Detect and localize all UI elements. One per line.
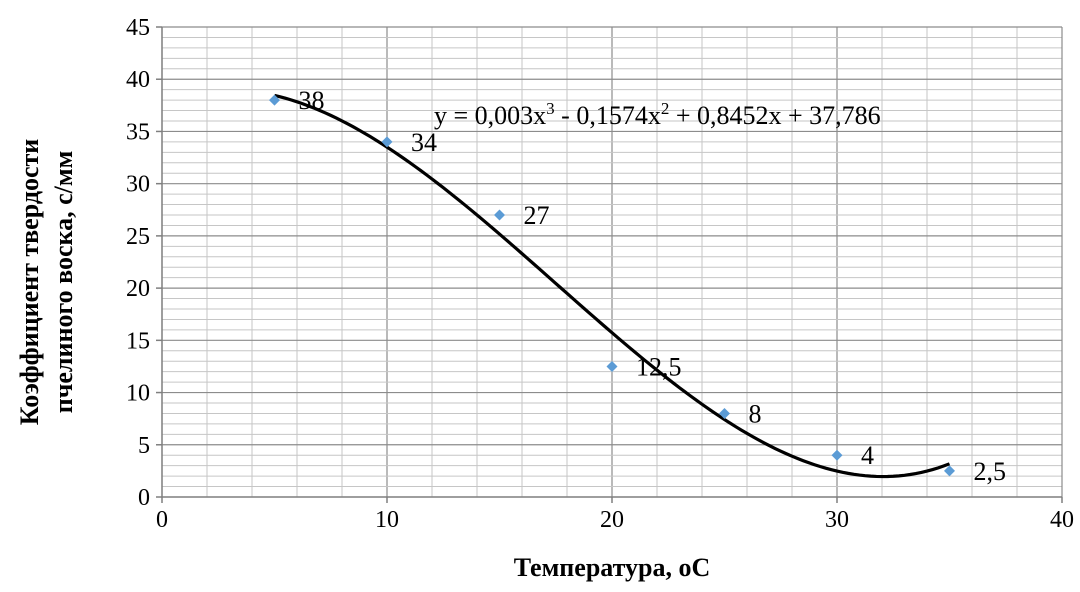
y-tick-label: 10 bbox=[126, 381, 150, 407]
data-point bbox=[606, 360, 618, 372]
grid bbox=[162, 26, 1063, 497]
x-axis-title: Температура, oC bbox=[514, 553, 711, 582]
tick-labels: 0 10 20 30 40 0 5 10 15 20 25 30 35 40 45 bbox=[126, 15, 1074, 533]
axes bbox=[156, 26, 1063, 503]
x-tick-label: 10 bbox=[375, 507, 399, 533]
data-point bbox=[944, 465, 955, 477]
data-point bbox=[831, 449, 843, 461]
x-tick-label: 0 bbox=[156, 507, 168, 533]
data-label: 4 bbox=[861, 441, 874, 470]
x-tick-label: 30 bbox=[825, 507, 849, 533]
data-point bbox=[494, 209, 505, 221]
y-tick-label: 0 bbox=[138, 485, 150, 511]
equation-part: - 0,1574x bbox=[555, 101, 661, 130]
x-tick-label: 40 bbox=[1050, 507, 1074, 533]
equation-part: y = 0,003x bbox=[434, 101, 546, 130]
y-axis-title-line-2: пчелиного воска, с/мм bbox=[49, 151, 78, 414]
equation-exponent: 3 bbox=[546, 99, 555, 118]
equation-part: + 0,8452x + 37,786 bbox=[669, 101, 880, 130]
data-point bbox=[381, 136, 393, 148]
y-tick-label: 40 bbox=[126, 67, 150, 93]
y-tick-label: 45 bbox=[126, 15, 150, 41]
y-tick-label: 30 bbox=[126, 172, 150, 198]
data-label: 38 bbox=[299, 86, 325, 115]
data-label: 34 bbox=[411, 128, 437, 157]
data-label: 8 bbox=[749, 399, 762, 428]
data-point bbox=[719, 407, 730, 419]
y-tick-label: 15 bbox=[126, 328, 150, 354]
y-tick-label: 5 bbox=[138, 433, 150, 459]
data-labels: 38 34 27 12,5 8 4 2,5 bbox=[299, 86, 1007, 486]
x-tick-label: 20 bbox=[600, 507, 624, 533]
equation-exponent: 2 bbox=[661, 99, 670, 118]
data-points bbox=[269, 94, 955, 477]
y-tick-label: 20 bbox=[126, 276, 150, 302]
data-point bbox=[269, 94, 280, 106]
data-label: 2,5 bbox=[974, 457, 1007, 486]
y-axis-title: Коэффициент твердости пчелиного воска, с… bbox=[15, 139, 78, 426]
y-axis-title-line-1: Коэффициент твердости bbox=[15, 139, 44, 426]
data-label: 12,5 bbox=[636, 352, 682, 381]
data-label: 27 bbox=[524, 201, 550, 230]
trendline-equation: y = 0,003x3 - 0,1574x2 + 0,8452x + 37,78… bbox=[434, 99, 881, 130]
y-tick-label: 25 bbox=[126, 224, 150, 250]
y-tick-label: 35 bbox=[126, 119, 150, 145]
